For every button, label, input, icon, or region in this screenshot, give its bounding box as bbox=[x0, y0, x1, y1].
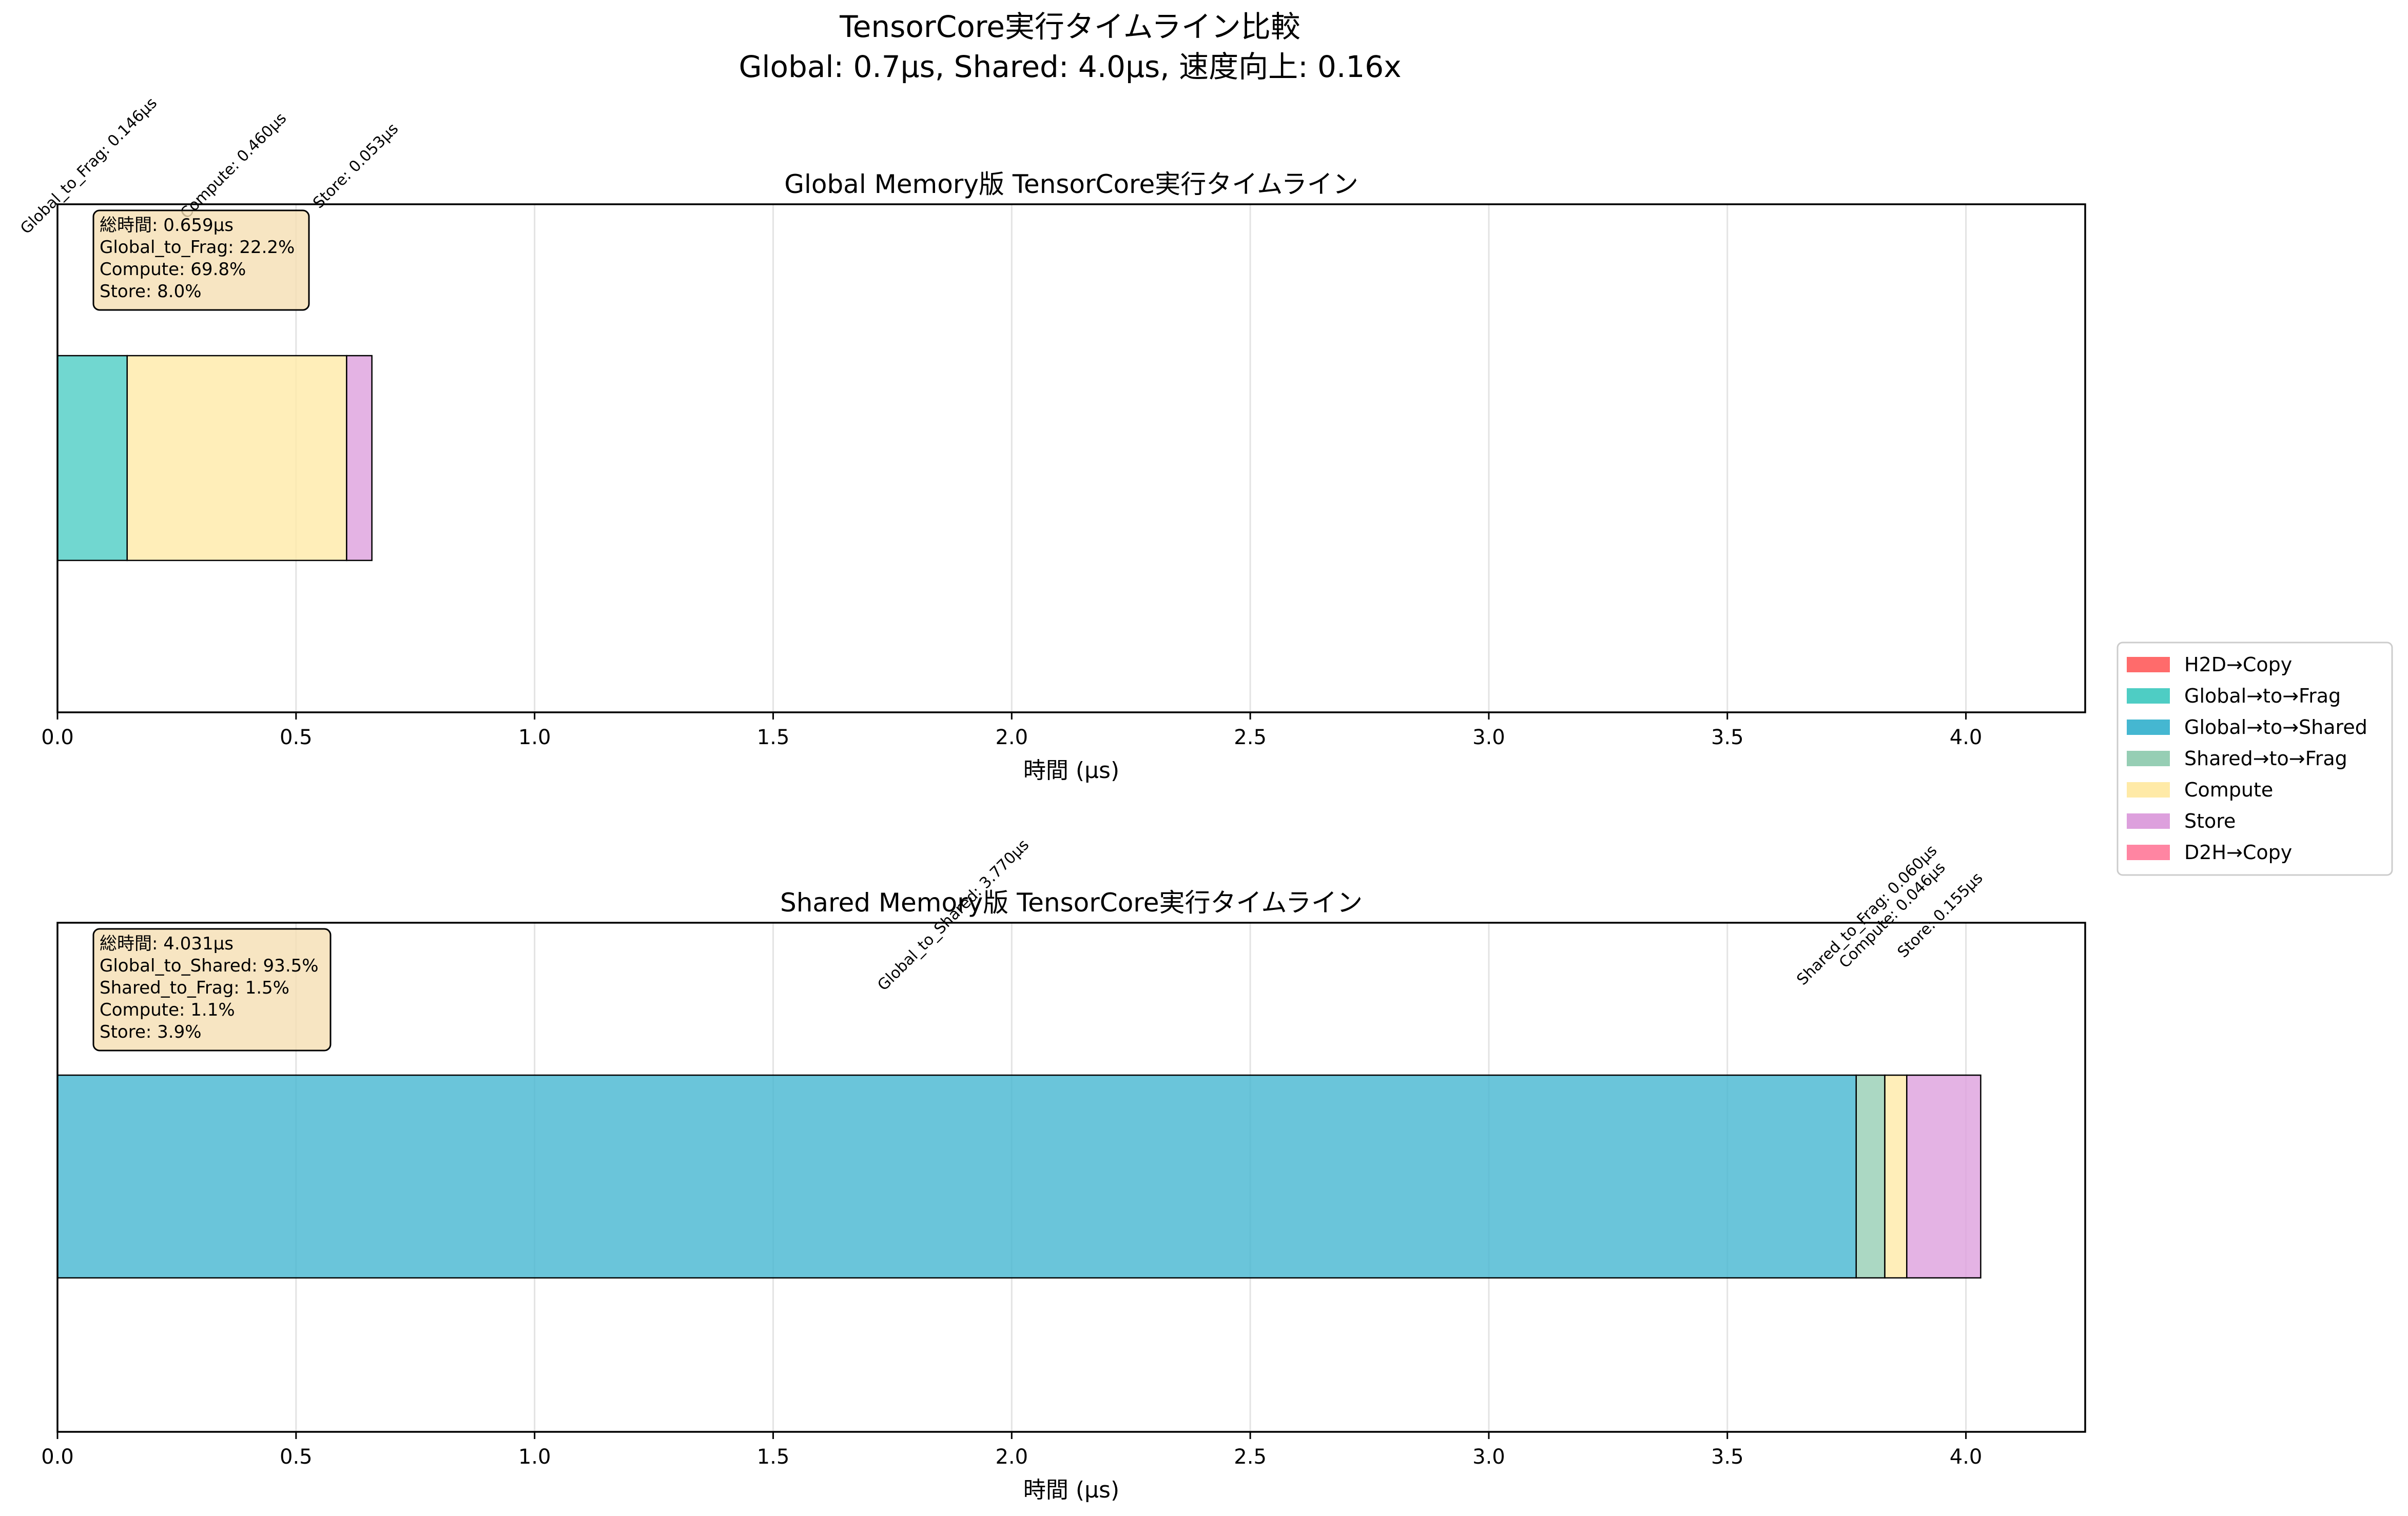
legend-label: Global→to→Shared bbox=[2184, 716, 2367, 738]
timeline-bar-compute bbox=[126, 355, 347, 561]
figure-suptitle-line2: Global: 0.7μs, Shared: 4.0μs, 速度向上: 0.16… bbox=[739, 49, 1401, 84]
legend-label: D2H→Copy bbox=[2184, 841, 2292, 864]
legend-swatch bbox=[2127, 751, 2170, 766]
panel-title: Global Memory版 TensorCore実行タイムライン bbox=[784, 169, 1358, 199]
x-tick-label: 3.0 bbox=[1472, 726, 1505, 749]
x-tick-label: 0.0 bbox=[41, 726, 74, 749]
timeline-bar-global-to-frag bbox=[56, 355, 128, 561]
legend-label: Global→to→Frag bbox=[2184, 685, 2341, 707]
legend-swatch bbox=[2127, 813, 2170, 829]
legend-frame bbox=[2116, 642, 2393, 876]
timeline-bar-store bbox=[1906, 1074, 1982, 1279]
legend-swatch bbox=[2127, 845, 2170, 860]
summary-line: Compute: 69.8% bbox=[100, 259, 246, 280]
legend-swatch bbox=[2127, 688, 2170, 704]
plot-area bbox=[57, 204, 2085, 712]
summary-box bbox=[92, 209, 310, 311]
plot-frame bbox=[56, 922, 2086, 1433]
x-tick-label: 0.0 bbox=[41, 1445, 74, 1469]
legend-label: Store bbox=[2184, 810, 2236, 832]
summary-line: Shared_to_Frag: 1.5% bbox=[100, 978, 289, 998]
summary-line: 総時間: 0.659μs bbox=[100, 215, 234, 236]
x-tick-label: 1.5 bbox=[757, 1445, 790, 1469]
legend-swatch bbox=[2127, 782, 2170, 798]
x-tick-label: 3.5 bbox=[1711, 1445, 1744, 1469]
x-tick-label: 2.5 bbox=[1234, 1445, 1267, 1469]
plot-frame bbox=[56, 203, 2086, 713]
x-tick-label: 1.5 bbox=[757, 726, 790, 749]
x-tick-label: 2.5 bbox=[1234, 726, 1267, 749]
summary-line: Compute: 1.1% bbox=[100, 1000, 235, 1020]
x-tick-label: 1.0 bbox=[518, 1445, 551, 1469]
timeline-bar-compute bbox=[1884, 1074, 1908, 1279]
summary-line: Global_to_Frag: 22.2% bbox=[100, 237, 295, 258]
summary-line: Store: 3.9% bbox=[100, 1022, 202, 1042]
x-tick-label: 2.0 bbox=[995, 726, 1028, 749]
timeline-bar-shared-to-frag bbox=[1855, 1074, 1886, 1279]
x-tick-label: 0.5 bbox=[280, 726, 313, 749]
legend-swatch bbox=[2127, 720, 2170, 735]
x-tick-label: 3.5 bbox=[1711, 726, 1744, 749]
legend: H2D→Copy Global→to→Frag Global→to→Shared Sh… bbox=[2116, 642, 2393, 876]
figure-suptitle-line1: TensorCore実行タイムライン比較 bbox=[839, 9, 1300, 44]
summary-line: 総時間: 4.031μs bbox=[100, 934, 234, 954]
timeline-bar-store bbox=[346, 355, 373, 561]
x-tick-label: 3.0 bbox=[1472, 1445, 1505, 1469]
x-tick-label: 4.0 bbox=[1950, 726, 1983, 749]
x-tick-label: 2.0 bbox=[995, 1445, 1028, 1469]
timeline-bar-global-to-shared bbox=[56, 1074, 1857, 1279]
x-tick-label: 4.0 bbox=[1950, 1445, 1983, 1469]
panel-title: Shared Memory版 TensorCore実行タイムライン bbox=[780, 888, 1363, 918]
legend-label: Compute bbox=[2184, 779, 2273, 801]
summary-line: Store: 8.0% bbox=[100, 281, 202, 302]
legend-label: H2D→Copy bbox=[2184, 653, 2292, 676]
shared-memory-timeline-panel: 0.0 0.5 1.0 1.5 2.0 2.5 3.0 3.5 4.0 Global_to_Sha… bbox=[41, 836, 2086, 1503]
x-tick-label: 0.5 bbox=[280, 1445, 313, 1469]
summary-box bbox=[92, 928, 332, 1052]
legend-label: Shared→to→Frag bbox=[2184, 747, 2347, 770]
x-axis-label: 時間 (μs) bbox=[1023, 1477, 1119, 1503]
x-axis-label: 時間 (μs) bbox=[1023, 757, 1119, 784]
legend-swatch bbox=[2127, 657, 2170, 672]
global-memory-timeline-panel: 0.0 0.5 1.0 1.5 2.0 2.5 3.0 3.5 4.0 Global_to_Fra… bbox=[17, 94, 2086, 784]
x-tick-label: 1.0 bbox=[518, 726, 551, 749]
summary-line: Global_to_Shared: 93.5% bbox=[100, 956, 319, 976]
